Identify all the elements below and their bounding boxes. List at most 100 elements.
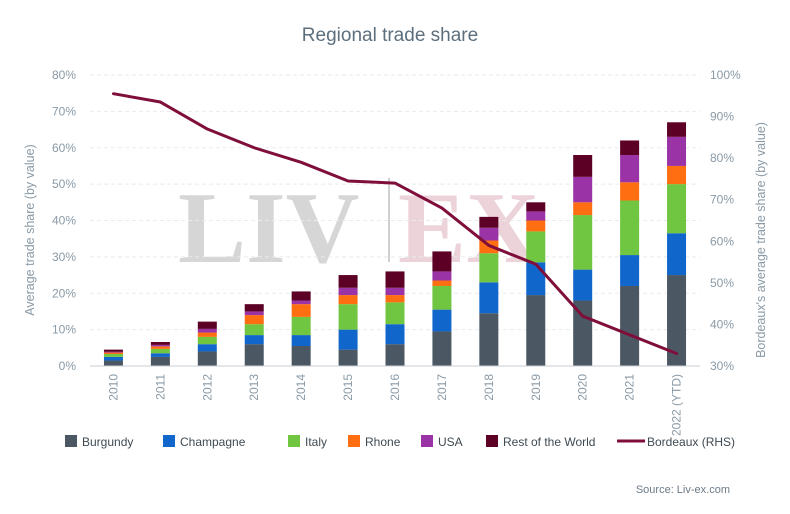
- legend-label: Champagne: [180, 435, 246, 449]
- bar-segment: [526, 220, 546, 232]
- gridlines: [90, 74, 700, 331]
- x-tick-label: 2012: [200, 374, 214, 401]
- bar-segment: [432, 251, 452, 272]
- bar-segment: [573, 155, 593, 177]
- bar-segment: [150, 356, 170, 366]
- bar-segment: [197, 344, 217, 352]
- watermark-divider: [388, 178, 390, 262]
- bar-segment: [338, 275, 358, 288]
- right-tick-label: 60%: [710, 234, 734, 248]
- left-tick-label: 10%: [52, 323, 76, 337]
- bar-segment: [526, 262, 546, 296]
- bar-segment: [573, 215, 593, 270]
- bar-segment: [197, 336, 217, 345]
- x-tick-label: 2022 (YTD): [670, 374, 684, 436]
- bar-segment: [291, 291, 311, 301]
- bar-segment: [103, 352, 123, 354]
- x-tick-label: 2017: [435, 374, 449, 401]
- bar-segment: [432, 271, 452, 281]
- x-tick-label: 2011: [153, 374, 167, 400]
- x-tick-label: 2019: [529, 374, 543, 401]
- x-tick-label: 2013: [247, 374, 261, 401]
- bar-segment: [432, 280, 452, 286]
- bar-segment: [103, 356, 123, 361]
- bar-segment: [103, 349, 123, 352]
- right-tick-label: 50%: [710, 276, 734, 290]
- legend: Burgundy Champagne Italy Rhone USA Rest of th…: [65, 435, 735, 449]
- bar-segment: [150, 341, 170, 345]
- left-tick-label: 80%: [52, 68, 76, 82]
- left-tick-label: 70%: [52, 104, 76, 118]
- right-axis-ticks: 30% 40% 50% 60% 70% 80% 90% 100%: [710, 68, 741, 373]
- x-tick-label: 2014: [294, 374, 308, 401]
- bar-segment: [338, 349, 358, 366]
- bar-segment: [244, 335, 264, 345]
- x-tick-label: 2015: [341, 374, 355, 401]
- bar-segment: [479, 216, 499, 228]
- bar-segment: [338, 329, 358, 350]
- bar-segment: [432, 331, 452, 366]
- right-tick-label: 80%: [710, 151, 734, 165]
- left-axis-title: Average trade share (by value): [23, 144, 37, 315]
- bar-segment: [150, 344, 170, 347]
- bar-segment: [573, 202, 593, 216]
- bar-segment: [244, 311, 264, 316]
- bar-segment: [103, 351, 123, 353]
- chart-title: Regional trade share: [302, 25, 478, 46]
- bar-segment: [244, 315, 264, 325]
- left-tick-label: 20%: [52, 286, 76, 300]
- bar-segment: [620, 285, 640, 366]
- bar-segment: [479, 313, 499, 366]
- bar-segment: [432, 309, 452, 332]
- livex-watermark: LIV EX: [178, 172, 540, 285]
- x-axis-ticks: 2010 2011 2012 2013 2014 2015 2016 2017 2018 2019…: [106, 374, 683, 436]
- bar-segment: [338, 295, 358, 305]
- bar-segment: [197, 328, 217, 333]
- bar-segment: [385, 295, 405, 303]
- bar-segment: [526, 211, 546, 221]
- bar-segment: [667, 165, 687, 185]
- legend-swatch: [421, 435, 433, 447]
- right-tick-label: 40%: [710, 317, 734, 331]
- bar-segment: [526, 295, 546, 366]
- left-tick-label: 0%: [59, 359, 77, 373]
- bar-segment: [150, 346, 170, 349]
- bar-segment: [479, 227, 499, 241]
- bar-segment: [291, 300, 311, 305]
- right-tick-label: 30%: [710, 359, 734, 373]
- x-tick-label: 2021: [623, 374, 637, 401]
- left-tick-label: 30%: [52, 250, 76, 264]
- legend-label: USA: [438, 435, 463, 449]
- right-tick-label: 70%: [710, 193, 734, 207]
- bar-segment: [291, 335, 311, 346]
- bar-segment: [479, 253, 499, 283]
- bar-segment: [103, 353, 123, 357]
- legend-label: Italy: [305, 435, 327, 449]
- legend-swatch: [163, 435, 175, 447]
- bar-segment: [667, 233, 687, 276]
- bar-segment: [291, 304, 311, 317]
- x-tick-label: 2020: [576, 374, 590, 401]
- bar-segment: [103, 360, 123, 366]
- bar-segment: [573, 176, 593, 203]
- bar-segment: [620, 140, 640, 156]
- bar-segment: [526, 231, 546, 263]
- bar-segment: [385, 271, 405, 288]
- bar-segment: [573, 269, 593, 301]
- bar-segment: [526, 202, 546, 212]
- bar-segment: [150, 353, 170, 357]
- bar-segment: [197, 332, 217, 337]
- legend-swatch: [288, 435, 300, 447]
- bar-segment: [385, 302, 405, 325]
- bar-segment: [150, 348, 170, 354]
- bar-segment: [338, 287, 358, 296]
- bar-segment: [620, 155, 640, 183]
- bar-segment: [197, 351, 217, 366]
- legend-label: Burgundy: [82, 435, 133, 449]
- bar-segment: [479, 282, 499, 314]
- bar-segment: [385, 287, 405, 296]
- legend-label: Rest of the World: [503, 435, 595, 449]
- x-tick-label: 2010: [106, 374, 120, 401]
- bordeaux-line: [111, 92, 679, 356]
